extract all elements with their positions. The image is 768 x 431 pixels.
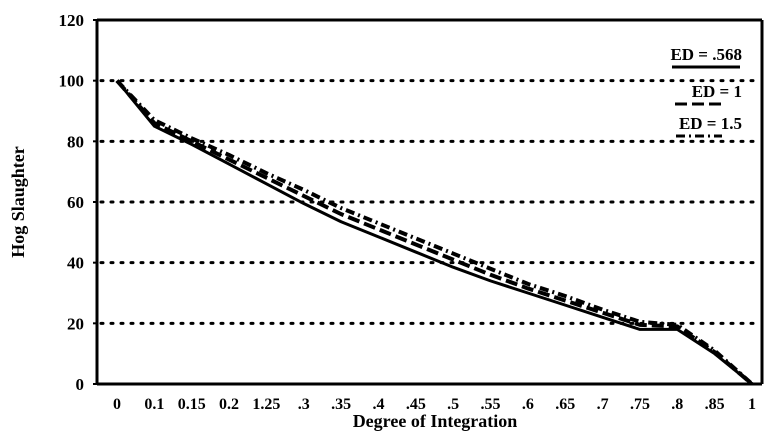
x-tick-label: 1.25 bbox=[252, 396, 280, 413]
legend-label: ED = .568 bbox=[670, 45, 742, 64]
x-tick-label: .4 bbox=[372, 396, 384, 413]
legend-label: ED = 1 bbox=[692, 82, 742, 101]
y-tick-label: 40 bbox=[67, 254, 84, 273]
x-tick-label: .7 bbox=[597, 396, 609, 413]
gridlines bbox=[99, 79, 760, 325]
x-tick-label: .75 bbox=[630, 396, 650, 413]
y-axis-label: Hog Slaughter bbox=[8, 146, 28, 258]
x-tick-label: .65 bbox=[555, 396, 575, 413]
series-line-1 bbox=[115, 79, 753, 386]
x-tick-labels: 0 0.1 0.15 0.2 1.25 .3 .35 .4 .45 .5 .55 .6 .65 .7 .75… bbox=[113, 396, 756, 413]
x-tick-label: .3 bbox=[298, 396, 310, 413]
x-axis-label: Degree of Integration bbox=[353, 411, 518, 431]
y-tick-labels: 0 20 40 60 80 100 120 bbox=[59, 11, 97, 394]
x-tick-label: .45 bbox=[406, 396, 426, 413]
y-tick-label: 0 bbox=[76, 375, 85, 394]
x-tick-label: 0.15 bbox=[178, 396, 206, 413]
legend: ED = .568 ED = 1 ED = 1.5 bbox=[670, 45, 742, 138]
x-tick-label: .5 bbox=[447, 396, 459, 413]
x-tick-label: .85 bbox=[705, 396, 725, 413]
y-tick-label: 20 bbox=[67, 314, 84, 333]
x-tick-label: .55 bbox=[481, 396, 501, 413]
x-tick-label: .6 bbox=[522, 396, 534, 413]
y-tick-label: 120 bbox=[59, 11, 85, 30]
x-tick-label: .8 bbox=[671, 396, 683, 413]
series-lines bbox=[115, 79, 754, 386]
x-tick-label: 0.2 bbox=[219, 396, 239, 413]
y-tick-label: 60 bbox=[67, 193, 84, 212]
legend-label: ED = 1.5 bbox=[679, 114, 742, 133]
y-tick-label: 100 bbox=[59, 72, 85, 91]
x-tick-label: 1 bbox=[748, 396, 756, 413]
x-tick-label: 0 bbox=[113, 396, 121, 413]
y-tick-label: 80 bbox=[67, 132, 84, 151]
x-tick-label: 0.1 bbox=[144, 396, 164, 413]
series-line-2 bbox=[115, 79, 754, 386]
x-tick-label: .35 bbox=[331, 396, 351, 413]
series-line-3 bbox=[115, 79, 754, 386]
